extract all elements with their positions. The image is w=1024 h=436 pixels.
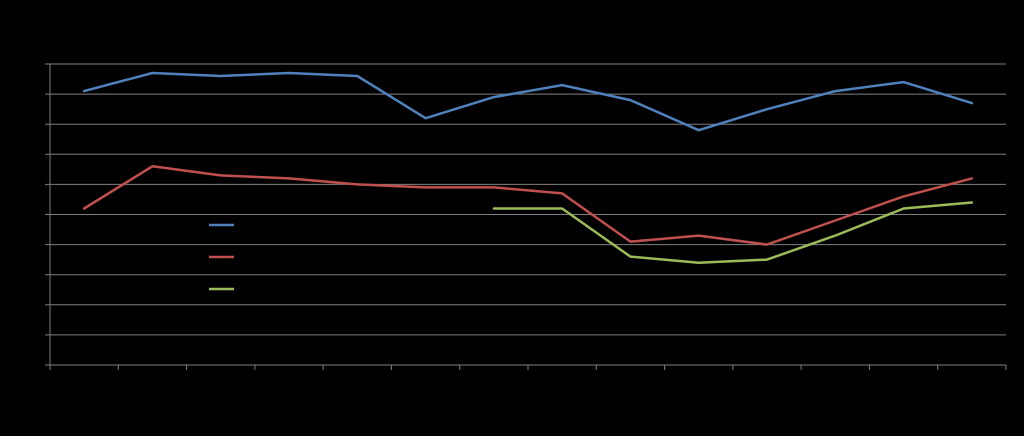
legend [209,223,234,291]
series-line-2 [82,165,974,246]
series-lines [82,71,974,264]
grid-lines [50,63,1006,336]
axes [45,63,1007,370]
series-line-3 [492,201,974,264]
series-line-1 [82,71,974,132]
